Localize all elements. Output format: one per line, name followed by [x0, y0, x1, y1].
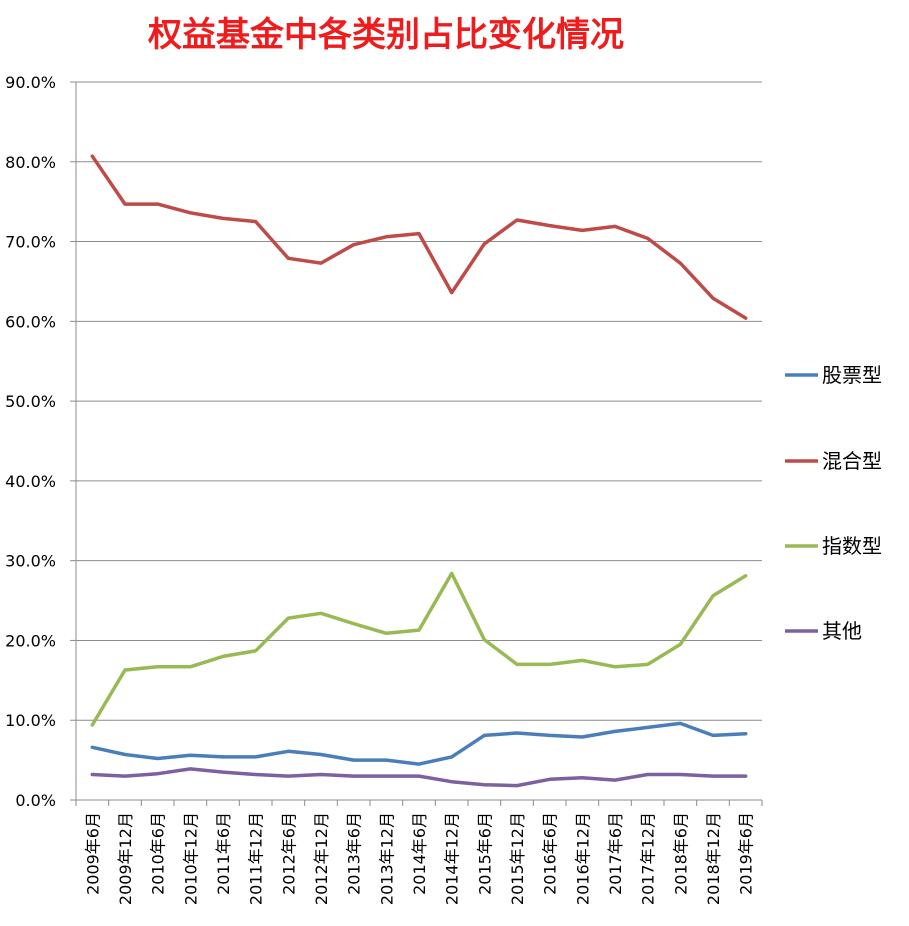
series-line-3: [90, 571, 748, 727]
x-tick-label: 2012年12月: [312, 812, 331, 905]
y-tick-label: 90.0%: [5, 73, 56, 92]
x-tick-label: 2011年12月: [247, 812, 266, 905]
series-line-2: [90, 154, 748, 320]
x-tick-label: 2019年6月: [737, 812, 756, 895]
x-tick-label: 2011年6月: [214, 812, 233, 895]
y-axis-ticks: 0.0% 10.0% 20.0% 30.0% 40.0% 50.0% 60.0% 70.0% 8…: [5, 73, 76, 810]
y-tick-label: 20.0%: [5, 631, 56, 650]
series-lines: [90, 154, 748, 788]
y-tick-label: 10.0%: [5, 711, 56, 730]
series-line-4: [90, 767, 748, 788]
y-tick-label: 40.0%: [5, 472, 56, 491]
x-tick-label: 2014年6月: [410, 812, 429, 895]
series-line-1: [90, 721, 748, 766]
axes: [75, 82, 762, 801]
x-tick-label: 2009年12月: [116, 812, 135, 905]
x-tick-label: 2018年6月: [671, 812, 690, 895]
chart-title: 权益基金中各类别占比变化情况: [147, 15, 624, 55]
x-tick-label: 2010年6月: [149, 812, 168, 895]
x-tick-label: 2017年6月: [606, 812, 625, 895]
y-tick-label: 50.0%: [5, 392, 56, 411]
x-tick-label: 2010年12月: [181, 812, 200, 905]
y-tick-label: 80.0%: [5, 153, 56, 172]
x-tick-label: 2016年12月: [573, 812, 592, 905]
gridlines: [76, 81, 762, 721]
legend-label: 其他: [822, 619, 862, 643]
x-tick-label: 2013年12月: [377, 812, 396, 905]
x-tick-label: 2015年12月: [508, 812, 527, 905]
y-tick-label: 60.0%: [5, 312, 56, 331]
x-tick-label: 2013年6月: [345, 812, 364, 895]
y-tick-label: 70.0%: [5, 233, 56, 252]
y-tick-label: 30.0%: [5, 552, 56, 571]
x-tick-label: 2009年6月: [83, 812, 102, 895]
legend-label: 混合型: [822, 449, 882, 473]
x-tick-label: 2014年12月: [443, 812, 462, 905]
legend-label: 指数型: [822, 534, 882, 558]
x-tick-label: 2016年6月: [541, 812, 560, 895]
x-tick-label: 2017年12月: [639, 812, 658, 905]
legend-label: 股票型: [822, 363, 882, 387]
x-tick-label: 2012年6月: [279, 812, 298, 895]
x-tick-label: 2015年6月: [475, 812, 494, 895]
x-tick-label: 2018年12月: [704, 812, 723, 905]
y-tick-label: 0.0%: [15, 791, 56, 810]
x-axis-ticks: 2009年6月 2009年12月 2010年6月 2010年12月 2011年6月 201…: [75, 800, 763, 905]
